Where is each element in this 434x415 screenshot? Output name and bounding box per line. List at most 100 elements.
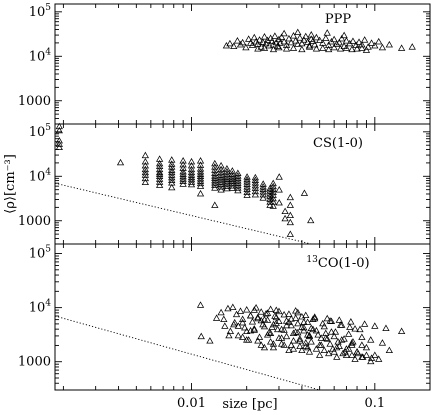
data-point <box>382 324 390 331</box>
data-point <box>345 330 353 337</box>
data-point <box>254 313 262 321</box>
data-point <box>141 171 149 178</box>
data-point <box>228 184 236 191</box>
data-point <box>311 40 319 48</box>
data-point <box>250 326 258 333</box>
x-tick-label: 0.01 <box>177 396 206 411</box>
data-point <box>355 38 363 45</box>
data-point <box>266 305 275 312</box>
data-point <box>241 323 249 331</box>
data-point <box>296 335 304 342</box>
data-point <box>269 343 278 351</box>
data-point <box>342 345 351 352</box>
data-point <box>367 357 375 365</box>
data-point <box>55 136 63 144</box>
data-point <box>155 162 164 169</box>
data-point <box>348 339 356 346</box>
data-point <box>371 351 379 358</box>
data-point <box>196 161 205 168</box>
data-point <box>323 335 331 342</box>
data-point <box>323 29 331 36</box>
data-point <box>292 314 300 321</box>
data-point <box>234 184 242 191</box>
data-point <box>287 315 295 322</box>
data-point <box>228 175 236 182</box>
panel-frame <box>54 243 431 391</box>
data-point <box>269 45 278 53</box>
data-point <box>263 309 272 316</box>
data-point <box>342 44 351 51</box>
data-point <box>250 306 258 313</box>
data-point <box>259 194 267 201</box>
data-point <box>187 178 196 185</box>
data-point <box>228 182 236 189</box>
data-point <box>179 177 187 184</box>
x-axis-tick-labels: 0.01 0.1 <box>177 396 385 411</box>
data-point <box>358 40 366 48</box>
data-point <box>385 40 393 48</box>
data-point <box>266 329 275 337</box>
data-point <box>224 304 232 312</box>
data-point <box>245 35 253 42</box>
data-point <box>330 332 338 340</box>
y-tick-label: 104 <box>29 299 52 316</box>
data-point <box>338 34 346 42</box>
data-point <box>243 191 251 198</box>
fit-line <box>54 315 320 391</box>
data-point <box>375 37 383 45</box>
data-point <box>229 303 237 310</box>
data-point <box>305 331 314 339</box>
data-point <box>287 341 295 348</box>
data-point <box>408 43 416 50</box>
data-point <box>358 44 366 51</box>
data-point <box>269 202 277 209</box>
data-point <box>259 38 267 45</box>
data-point <box>257 341 265 348</box>
data-point <box>273 42 282 49</box>
data-point <box>257 43 265 50</box>
data-point <box>302 311 310 319</box>
data-point <box>155 175 164 182</box>
data-point <box>260 322 269 330</box>
data-point <box>269 198 277 205</box>
data-point <box>315 351 324 358</box>
data-point <box>294 28 302 36</box>
data-point <box>275 43 283 51</box>
data-point <box>282 321 291 329</box>
data-point <box>223 175 231 183</box>
data-point <box>309 315 317 322</box>
data-point <box>371 41 379 49</box>
data-point <box>254 337 262 344</box>
data-point <box>179 157 187 164</box>
data-point <box>217 183 225 190</box>
data-point <box>236 40 245 48</box>
data-point <box>263 331 272 338</box>
data-point <box>285 318 293 325</box>
data-point <box>362 46 371 53</box>
data-point <box>336 321 345 328</box>
data-point <box>225 331 233 339</box>
data-point <box>269 194 277 202</box>
data-point <box>141 161 149 169</box>
data-point <box>155 155 164 162</box>
data-point <box>280 326 288 333</box>
data-point <box>358 333 366 340</box>
data-point <box>269 191 277 198</box>
data-point <box>317 334 325 341</box>
data-point <box>275 186 283 193</box>
data-point <box>55 126 63 134</box>
data-point <box>269 320 278 328</box>
data-point <box>246 311 255 319</box>
data-point <box>168 160 176 167</box>
data-point <box>358 341 366 348</box>
data-point <box>251 190 260 198</box>
data-point <box>262 310 270 317</box>
panel-label: 13CO(1-0) <box>306 255 369 271</box>
data-point <box>281 207 289 215</box>
data-point <box>272 313 280 321</box>
data-point <box>311 314 319 322</box>
data-point <box>55 122 63 130</box>
data-point <box>367 39 376 46</box>
data-point <box>260 33 269 40</box>
